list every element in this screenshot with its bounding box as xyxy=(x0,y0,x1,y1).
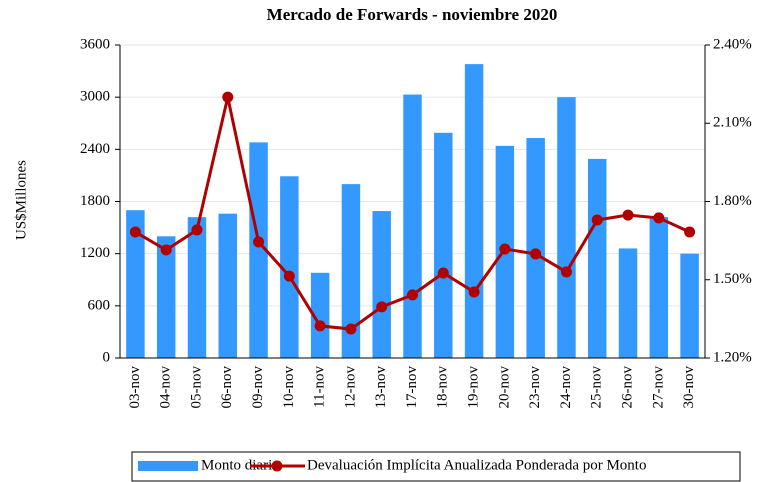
line-marker xyxy=(622,209,634,221)
y2-tick-label: 1.20% xyxy=(713,349,752,365)
legend-swatch xyxy=(271,460,283,472)
legend-label: Monto diario xyxy=(201,457,280,473)
line-marker xyxy=(437,267,449,279)
bar xyxy=(280,176,299,358)
line-marker xyxy=(314,320,326,332)
x-tick-label: 18-nov xyxy=(435,366,451,409)
chart-title: Mercado de Forwards - noviembre 2020 xyxy=(267,5,558,24)
bar xyxy=(680,253,699,358)
bar xyxy=(464,64,484,358)
bar xyxy=(249,142,268,358)
bar xyxy=(372,211,391,358)
y-axis-label: US$Millones xyxy=(13,160,29,240)
x-tick-label: 13-nov xyxy=(373,366,389,409)
y2-tick-label: 1.80% xyxy=(713,193,752,209)
y-tick-label: 3600 xyxy=(80,36,110,52)
bar xyxy=(156,236,176,358)
bar xyxy=(649,217,669,358)
x-tick-label: 25-nov xyxy=(589,366,605,409)
line-marker xyxy=(376,301,388,313)
line-marker xyxy=(653,212,665,224)
x-tick-label: 03-nov xyxy=(127,366,143,409)
y2-tick-label: 1.50% xyxy=(713,271,752,287)
x-tick-label: 11-nov xyxy=(312,366,328,408)
line-marker xyxy=(191,224,203,236)
x-tick-label: 17-nov xyxy=(404,366,420,409)
y2-tick-label: 2.10% xyxy=(713,115,752,131)
line-marker xyxy=(283,270,295,282)
line-marker xyxy=(222,91,234,103)
line-marker xyxy=(253,236,265,248)
x-tick-label: 09-nov xyxy=(250,366,266,409)
bar xyxy=(403,94,422,358)
x-tick-label: 04-nov xyxy=(158,366,174,409)
legend-label: Devaluación Implícita Anualizada Pondera… xyxy=(307,457,646,473)
line-marker xyxy=(591,214,603,226)
y-tick-label: 1200 xyxy=(80,245,110,261)
legend-box xyxy=(131,451,741,482)
line-marker xyxy=(499,243,511,255)
bar xyxy=(187,217,207,358)
y-tick-label: 0 xyxy=(103,349,111,365)
bar xyxy=(310,272,330,358)
x-tick-label: 10-nov xyxy=(281,366,297,409)
bar xyxy=(588,158,607,358)
bar xyxy=(434,132,453,358)
bar xyxy=(126,210,145,358)
x-tick-label: 12-nov xyxy=(342,366,358,409)
bar xyxy=(526,138,545,358)
line-marker xyxy=(560,266,572,278)
legend-swatch xyxy=(138,461,198,471)
bar xyxy=(618,248,638,358)
bar xyxy=(341,184,361,358)
bar xyxy=(557,97,576,359)
x-tick-label: 23-nov xyxy=(527,366,543,409)
line-marker xyxy=(160,244,172,256)
y-tick-label: 600 xyxy=(88,297,111,313)
line-marker xyxy=(684,226,696,238)
bar xyxy=(218,213,237,358)
x-tick-label: 06-nov xyxy=(219,366,235,409)
x-tick-label: 19-nov xyxy=(466,366,482,409)
x-tick-label: 26-nov xyxy=(619,366,635,409)
x-tick-label: 27-nov xyxy=(650,366,666,409)
x-tick-label: 05-nov xyxy=(188,366,204,409)
x-tick-label: 24-nov xyxy=(558,366,574,409)
y-tick-label: 1800 xyxy=(80,193,110,209)
line-marker xyxy=(530,248,542,260)
line-marker xyxy=(345,323,357,335)
line-marker xyxy=(407,289,418,301)
line-marker xyxy=(129,226,141,238)
x-tick-label: 30-nov xyxy=(681,366,697,409)
y-tick-label: 2400 xyxy=(80,141,110,157)
line-marker xyxy=(468,286,480,298)
y-tick-label: 3000 xyxy=(80,89,110,105)
x-tick-label: 20-nov xyxy=(496,366,512,409)
y2-tick-label: 2.40% xyxy=(713,36,752,52)
